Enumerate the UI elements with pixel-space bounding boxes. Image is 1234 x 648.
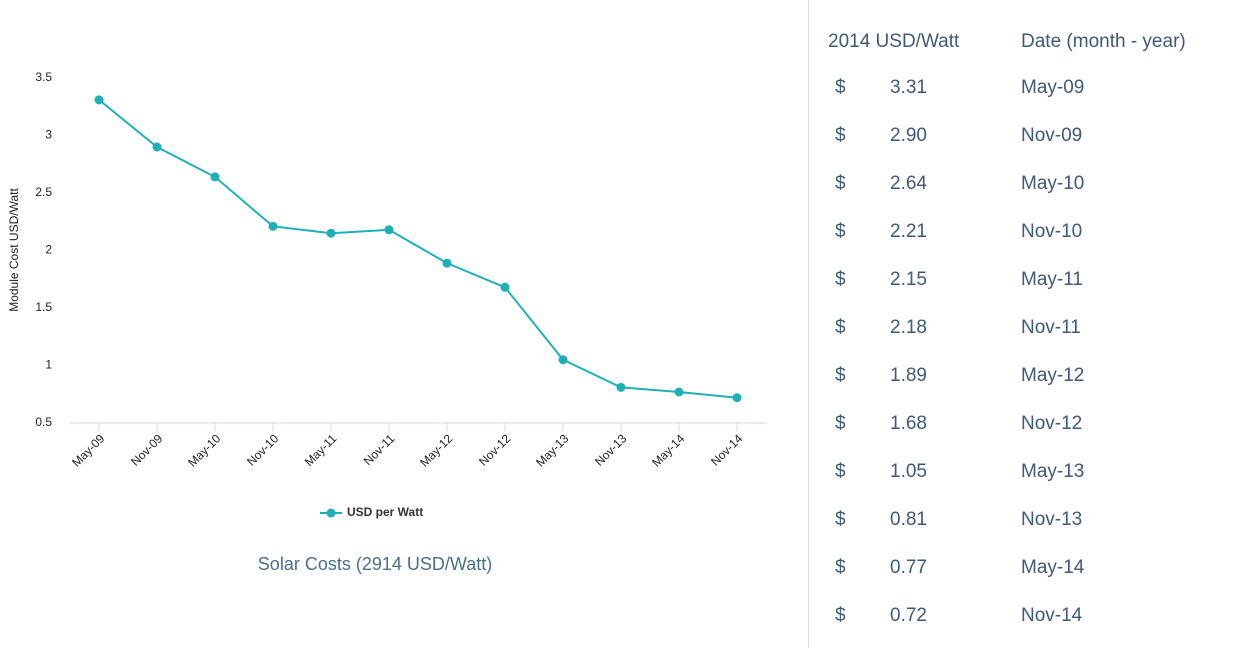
point bbox=[94, 95, 104, 105]
point bbox=[384, 225, 394, 235]
point bbox=[674, 387, 684, 397]
table-cell: May-13 bbox=[1021, 461, 1084, 482]
x-tick-label: May-10 bbox=[185, 431, 223, 469]
table-cell: $ bbox=[835, 605, 846, 626]
y-axis-label: Module Cost USD/Watt bbox=[7, 188, 21, 312]
table-cell: 1.89 bbox=[890, 365, 927, 386]
y-tick-label: 0.5 bbox=[35, 415, 52, 429]
x-tick-label: Nov-13 bbox=[592, 431, 629, 468]
table-cell: Nov-10 bbox=[1021, 221, 1082, 242]
y-tick-label: 1 bbox=[45, 358, 52, 372]
y-tick-label: 2 bbox=[45, 243, 52, 257]
table-cell: May-12 bbox=[1021, 365, 1084, 386]
table-cell: $ bbox=[835, 509, 846, 530]
table-cell: $ bbox=[835, 365, 846, 386]
table-cell: Nov-14 bbox=[1021, 605, 1083, 626]
table-cell: 1.68 bbox=[890, 413, 927, 434]
table-cell: 0.77 bbox=[890, 557, 927, 578]
point bbox=[732, 393, 742, 403]
y-tick-label: 2.5 bbox=[35, 185, 52, 199]
point bbox=[616, 382, 626, 392]
table-cell: $ bbox=[835, 221, 846, 242]
table-header: Date (month - year) bbox=[1021, 31, 1186, 52]
x-tick-label: Nov-14 bbox=[708, 431, 745, 468]
table-cell: 0.81 bbox=[890, 509, 927, 530]
table-cell: 2.90 bbox=[890, 125, 927, 146]
y-tick-label: 3 bbox=[45, 128, 52, 142]
x-tick-label: Nov-09 bbox=[128, 431, 165, 468]
table-cell: Nov-11 bbox=[1021, 317, 1081, 338]
x-tick-label: Nov-12 bbox=[476, 431, 513, 468]
table-cell: Nov-12 bbox=[1021, 413, 1082, 434]
table-cell: May-11 bbox=[1021, 269, 1083, 290]
table-cell: $ bbox=[835, 557, 846, 578]
table-cell: 0.72 bbox=[890, 605, 927, 626]
table-cell: $ bbox=[835, 317, 846, 338]
point bbox=[500, 282, 510, 292]
x-tick-label: Nov-10 bbox=[244, 431, 281, 468]
x-tick-label: May-13 bbox=[533, 431, 571, 469]
table-cell: 2.64 bbox=[890, 173, 927, 194]
y-tick-label: 1.5 bbox=[35, 300, 52, 314]
table-cell: $ bbox=[835, 77, 846, 98]
table-cell: $ bbox=[835, 125, 846, 146]
table-cell: May-10 bbox=[1021, 173, 1084, 194]
table-cell: May-09 bbox=[1021, 77, 1084, 98]
table-cell: $ bbox=[835, 413, 846, 434]
table-cell: 2.21 bbox=[890, 221, 927, 242]
point bbox=[152, 142, 162, 152]
table-cell: 2.18 bbox=[890, 317, 927, 338]
point bbox=[210, 172, 220, 182]
table-cell: 3.31 bbox=[890, 77, 927, 98]
y-tick-label: 3.5 bbox=[35, 70, 52, 84]
table-cell: Nov-09 bbox=[1021, 125, 1082, 146]
line bbox=[98, 99, 738, 399]
legend-marker bbox=[326, 508, 336, 518]
table-cell: Nov-13 bbox=[1021, 509, 1082, 530]
point bbox=[558, 355, 568, 365]
x-tick-label: May-09 bbox=[69, 431, 107, 469]
point bbox=[268, 221, 278, 231]
x-tick-label: Nov-11 bbox=[361, 431, 398, 468]
x-tick-label: May-14 bbox=[649, 431, 687, 469]
point bbox=[326, 228, 336, 238]
table-cell: 1.05 bbox=[890, 461, 927, 482]
table-cell: May-14 bbox=[1021, 557, 1085, 578]
point bbox=[442, 258, 452, 268]
x-tick-label: May-12 bbox=[417, 431, 455, 469]
table-cell: $ bbox=[835, 173, 846, 194]
chart-caption: Solar Costs (2914 USD/Watt) bbox=[258, 554, 492, 574]
table-header: 2014 USD/Watt bbox=[828, 31, 960, 52]
legend-label: USD per Watt bbox=[347, 505, 423, 519]
table-cell: 2.15 bbox=[890, 269, 927, 290]
table-cell: $ bbox=[835, 269, 846, 290]
x-tick-label: May-11 bbox=[302, 431, 340, 469]
table-cell: $ bbox=[835, 461, 846, 482]
